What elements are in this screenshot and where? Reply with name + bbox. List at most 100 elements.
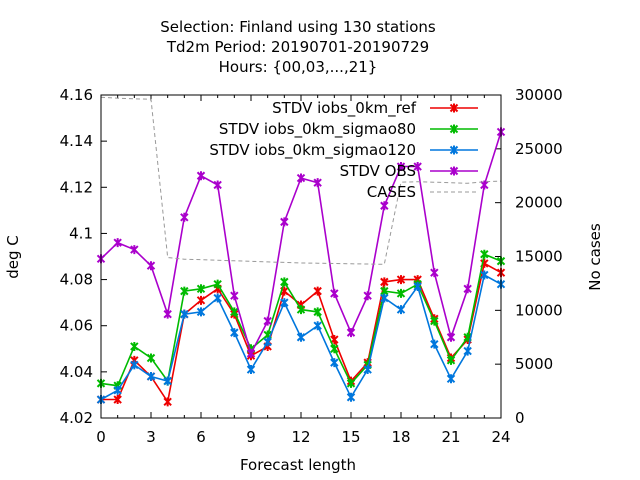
data-point: [263, 316, 272, 326]
data-point: [113, 395, 122, 405]
tick-layer: 0 3 6 9 12 15 18 21 24 4.02 4.04 4.06 4.08 4.1 4.12 4.1…: [60, 86, 563, 446]
data-point: [380, 277, 389, 287]
data-point: [396, 275, 406, 285]
plot-border: [100, 94, 502, 419]
data-point: [346, 392, 356, 402]
data-point: [296, 173, 306, 183]
series-2: [96, 270, 506, 405]
y2-tick-label: 10000: [515, 301, 563, 319]
legend-label: CASES: [367, 183, 416, 201]
data-point: [163, 376, 172, 386]
data-point: [430, 268, 439, 278]
legend-marker: [449, 103, 459, 113]
data-point: [213, 293, 222, 303]
data-point: [230, 307, 239, 317]
data-point: [163, 309, 172, 319]
data-point: [446, 332, 456, 342]
data-point: [380, 201, 389, 211]
data-point: [380, 293, 389, 303]
data-point: [463, 346, 472, 356]
data-point: [430, 316, 439, 326]
data-point: [130, 360, 139, 370]
data-point: [180, 309, 189, 319]
legend-label: STDV iobs_0km_sigmao120: [209, 141, 416, 160]
x-tick-label: 18: [391, 428, 410, 446]
data-point: [313, 321, 322, 331]
legend: STDV iobs_0km_ref STDV iobs_0km_sigmao80 S…: [209, 99, 478, 201]
data-point: [446, 355, 456, 365]
y-tick-label: 4.16: [60, 86, 93, 104]
data-point: [263, 337, 272, 347]
legend-marker: [449, 124, 459, 134]
data-point: [230, 291, 239, 301]
data-point: [130, 341, 139, 351]
data-point: [213, 279, 222, 289]
data-point: [246, 365, 256, 375]
y2-tick-label: 15000: [515, 248, 563, 266]
y-tick-label: 4.04: [60, 363, 93, 381]
data-point: [396, 288, 406, 298]
data-point: [196, 284, 206, 294]
chart-title-line-1: Selection: Finland using 130 stations: [160, 18, 436, 36]
y2-axis-label: No cases: [586, 223, 604, 291]
y-tick-label: 4.1: [69, 224, 93, 242]
y2-tick-label: 5000: [515, 355, 553, 373]
data-point: [346, 328, 356, 338]
data-point: [246, 348, 256, 358]
y2-tick-label: 20000: [515, 194, 563, 212]
data-point: [146, 371, 156, 381]
chart-title-line-2: Td2m Period: 20190701-20190729: [166, 38, 429, 56]
legend-marker: [449, 145, 459, 155]
data-point: [180, 286, 189, 296]
data-point: [196, 295, 206, 305]
y-tick-label: 4.12: [60, 178, 93, 196]
data-point: [113, 238, 122, 248]
series-3: [96, 127, 506, 358]
data-point: [396, 162, 406, 172]
data-point: [480, 249, 489, 259]
y-tick-label: 4.02: [60, 409, 93, 427]
y-tick-label: 4.06: [60, 317, 93, 335]
x-tick-label: 0: [96, 428, 106, 446]
data-point: [196, 171, 206, 181]
data-point: [113, 385, 122, 395]
data-point: [280, 298, 289, 308]
legend-marker: [449, 166, 459, 176]
legend-label: STDV iobs_0km_sigmao80: [219, 120, 416, 139]
y-tick-label: 4.14: [60, 132, 93, 150]
data-point: [280, 277, 289, 287]
y-tick-label: 4.08: [60, 271, 93, 289]
x-tick-label: 15: [341, 428, 360, 446]
data-point: [346, 378, 356, 388]
x-tick-label: 6: [196, 428, 206, 446]
data-point: [363, 291, 372, 301]
data-point: [280, 217, 289, 227]
data-point: [313, 286, 322, 296]
x-tick-label: 24: [491, 428, 510, 446]
x-tick-label: 12: [291, 428, 310, 446]
x-tick-label: 9: [246, 428, 256, 446]
data-point: [146, 353, 156, 363]
data-point: [330, 358, 339, 368]
data-point: [213, 180, 222, 190]
data-point: [313, 178, 322, 188]
data-point: [163, 397, 172, 407]
data-point: [413, 281, 422, 291]
data-point: [230, 328, 239, 338]
legend-label: STDV OBS: [340, 162, 416, 180]
data-point: [446, 374, 456, 384]
data-point: [480, 270, 489, 280]
y-axis-label: deg C: [4, 235, 22, 279]
y2-tick-label: 30000: [515, 86, 563, 104]
data-point: [413, 162, 422, 172]
data-point: [296, 305, 306, 315]
data-point: [146, 261, 156, 271]
legend-label: STDV iobs_0km_ref: [272, 99, 417, 118]
data-point: [363, 365, 372, 375]
data-point: [463, 284, 472, 294]
data-point: [480, 180, 489, 190]
data-point: [196, 307, 206, 317]
data-point: [296, 332, 306, 342]
y2-tick-label: 25000: [515, 140, 563, 158]
